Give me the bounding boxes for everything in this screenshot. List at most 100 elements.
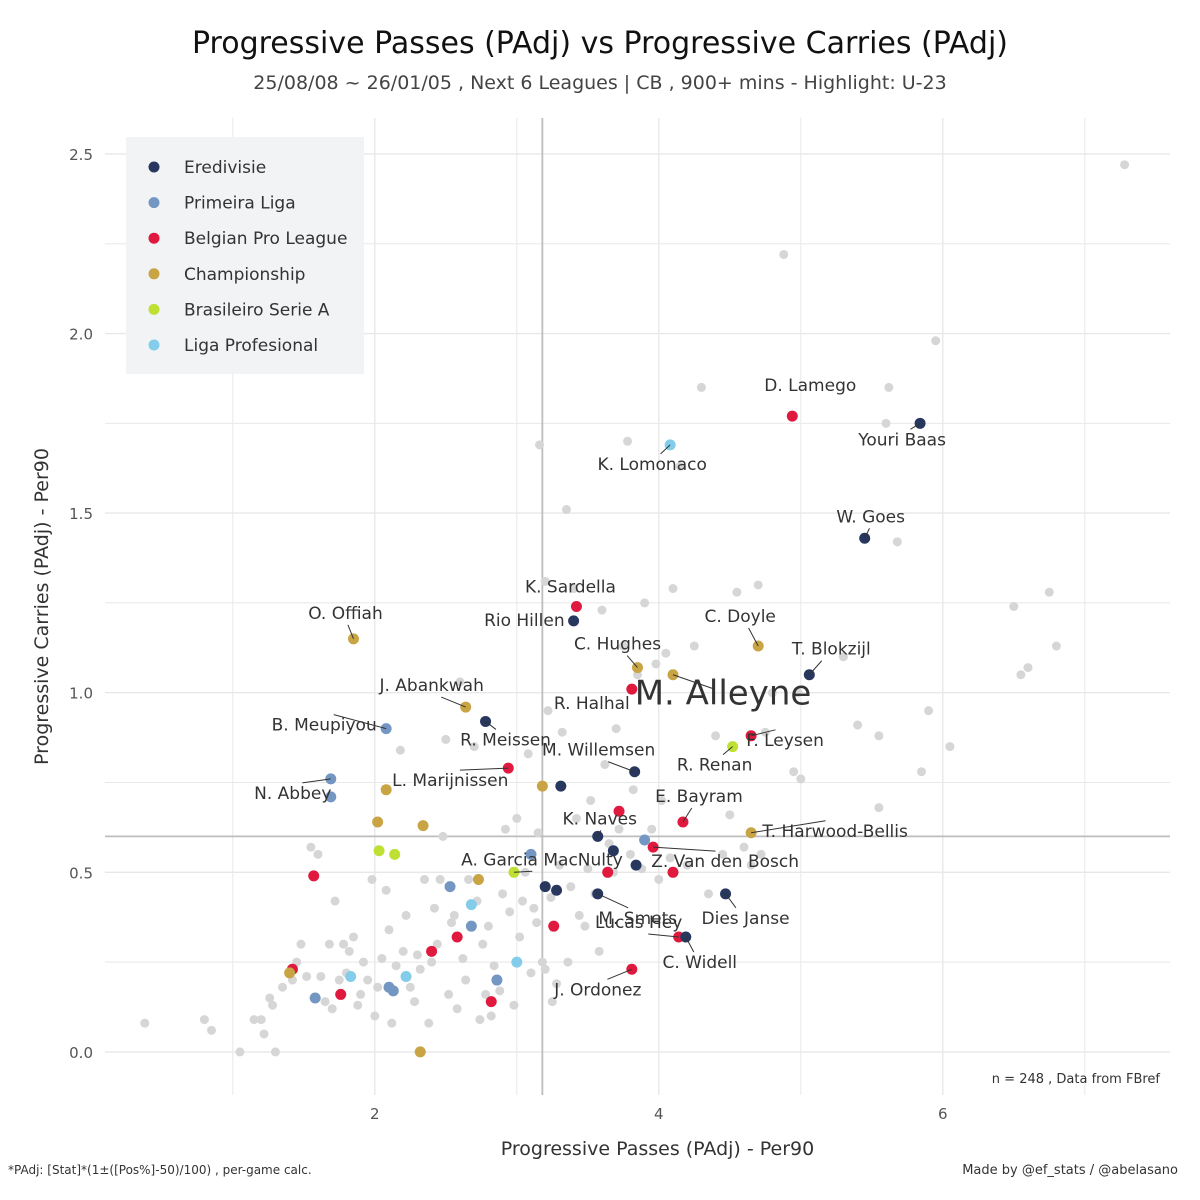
background-point bbox=[381, 885, 391, 895]
highlight-point bbox=[472, 873, 484, 885]
legend-label: Liga Profesional bbox=[184, 336, 318, 356]
highlight-point bbox=[548, 920, 560, 932]
point-label: R. Halhal bbox=[554, 694, 630, 714]
label-leader-line bbox=[660, 444, 671, 455]
background-point bbox=[557, 727, 567, 737]
chart-subtitle: 25/08/08 ~ 26/01/05 , Next 6 Leagues | C… bbox=[253, 72, 947, 94]
background-point bbox=[387, 1018, 397, 1028]
highlight-point bbox=[345, 970, 357, 982]
background-point bbox=[441, 734, 451, 744]
background-point bbox=[924, 706, 934, 716]
background-point bbox=[320, 997, 330, 1007]
background-point bbox=[498, 889, 508, 899]
background-point bbox=[647, 824, 657, 834]
background-point bbox=[696, 382, 706, 392]
background-point bbox=[853, 720, 863, 730]
background-point bbox=[675, 461, 685, 471]
background-point bbox=[704, 889, 713, 899]
point-label: C. Hughes bbox=[574, 635, 661, 655]
legend-label: Eredivisie bbox=[184, 158, 266, 178]
point-label: Dies Janse bbox=[702, 909, 790, 929]
background-point bbox=[458, 954, 468, 964]
point-label: Rio Hillen bbox=[484, 611, 565, 631]
highlight-point bbox=[373, 845, 385, 857]
point-label: M. Willemsen bbox=[542, 741, 655, 761]
background-point bbox=[140, 1018, 150, 1028]
point-label: M. Alleyne bbox=[635, 674, 812, 714]
legend-marker bbox=[148, 268, 160, 280]
point-label: Lucas Hey bbox=[595, 913, 682, 933]
background-point bbox=[732, 587, 742, 597]
label-leader-line bbox=[808, 660, 823, 676]
background-point bbox=[540, 964, 550, 974]
legend-marker bbox=[148, 303, 160, 315]
label-leader-line bbox=[682, 807, 693, 823]
background-point bbox=[661, 648, 671, 658]
background-point bbox=[495, 986, 505, 996]
background-point bbox=[302, 971, 312, 981]
background-point bbox=[475, 1015, 485, 1025]
y-axis-label: Progressive Carries (PAdj) - Per90 bbox=[31, 448, 53, 765]
point-labels: D. Lamego Youri Baas K. Lomonaco W. Goes K. … bbox=[254, 376, 946, 1000]
background-point bbox=[1016, 670, 1026, 680]
background-point bbox=[427, 957, 437, 967]
label-leader-line bbox=[441, 696, 466, 708]
background-point bbox=[711, 731, 721, 741]
background-point bbox=[668, 584, 678, 594]
background-point bbox=[526, 968, 536, 978]
background-point bbox=[349, 932, 358, 942]
background-point bbox=[753, 580, 763, 590]
background-point bbox=[1009, 602, 1019, 611]
background-point bbox=[278, 982, 287, 992]
highlight-point bbox=[387, 985, 399, 997]
highlight-point bbox=[568, 615, 580, 627]
background-point bbox=[546, 892, 556, 902]
background-point bbox=[235, 1047, 245, 1057]
highlight-point bbox=[570, 601, 582, 612]
background-point bbox=[583, 864, 593, 874]
label-leader-line bbox=[608, 761, 635, 773]
label-leader-line bbox=[485, 721, 497, 730]
background-point bbox=[344, 946, 354, 956]
point-label: T. Blokzijl bbox=[791, 640, 871, 660]
highlight-point bbox=[525, 848, 537, 860]
highlight-point bbox=[284, 967, 296, 979]
legend-marker bbox=[148, 232, 160, 244]
background-point bbox=[625, 849, 635, 859]
background-point bbox=[384, 925, 394, 935]
background-point bbox=[517, 896, 527, 906]
highlight-point bbox=[417, 820, 429, 832]
label-leader-line bbox=[722, 746, 733, 755]
footnote-credit: Made by @ef_stats / @abelasano bbox=[962, 1163, 1178, 1178]
background-point bbox=[265, 993, 275, 1003]
label-leader-line bbox=[750, 729, 776, 737]
highlight-point bbox=[451, 931, 463, 943]
highlight-point bbox=[389, 848, 401, 860]
background-point bbox=[461, 975, 471, 985]
background-point bbox=[657, 795, 667, 805]
background-point bbox=[532, 918, 542, 928]
background-point bbox=[569, 584, 579, 594]
background-point bbox=[316, 971, 326, 981]
highlight-points bbox=[284, 410, 926, 1058]
point-label: D. Lamego bbox=[764, 376, 856, 396]
background-point bbox=[756, 849, 766, 859]
label-leader-line bbox=[910, 422, 921, 430]
background-point bbox=[618, 641, 628, 651]
background-point bbox=[614, 824, 624, 834]
legend-label: Belgian Pro League bbox=[184, 229, 347, 249]
highlight-point bbox=[639, 834, 651, 846]
background-point bbox=[313, 849, 323, 859]
legend-box bbox=[126, 137, 364, 374]
background-point bbox=[563, 957, 573, 967]
background-point bbox=[623, 436, 633, 446]
background-point bbox=[543, 706, 553, 716]
background-point bbox=[1023, 663, 1033, 673]
background-point bbox=[391, 961, 401, 971]
background-point bbox=[654, 874, 664, 884]
background-point bbox=[640, 598, 650, 608]
highlight-point bbox=[667, 866, 679, 878]
background-point bbox=[838, 652, 848, 662]
background-point bbox=[395, 745, 405, 755]
background-point bbox=[512, 813, 522, 823]
